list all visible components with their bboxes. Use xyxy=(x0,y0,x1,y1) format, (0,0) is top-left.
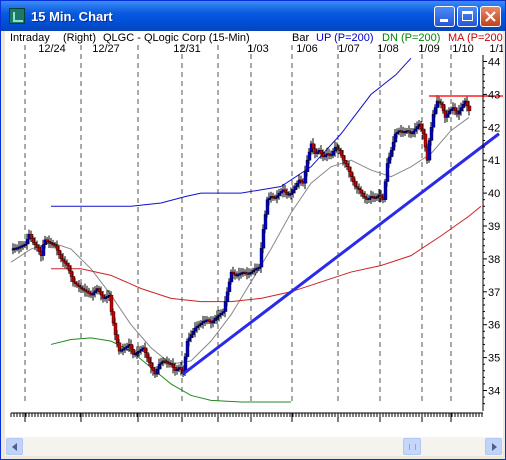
up-bar xyxy=(265,199,270,215)
up-bar xyxy=(385,163,390,182)
y-tick-label: 42 xyxy=(488,122,500,134)
price-chart[interactable]: 44 43 42 41 40 39 38 37 36 35 34 Intraday (Right) … xyxy=(5,31,503,437)
header-dn-label: DN (P=200) xyxy=(382,32,440,44)
header-scale: (Right) xyxy=(63,32,96,44)
y-tick-label: 43 xyxy=(488,89,500,101)
up-bar xyxy=(427,140,432,161)
down-bar xyxy=(115,334,120,343)
date-label: 12/31 xyxy=(173,43,201,55)
title-bar[interactable]: 15 Min. Chart xyxy=(1,1,505,31)
date-label: 1/03 xyxy=(247,43,268,55)
y-tick-label: 38 xyxy=(488,254,500,266)
up-bar xyxy=(261,229,266,249)
header-mode: Intraday xyxy=(10,32,50,44)
header-bar-label: Bar xyxy=(292,32,309,44)
up-bar xyxy=(225,291,230,302)
chart-header: Intraday (Right) QLGC - QLogic Corp (15-… xyxy=(10,32,503,44)
down-bar xyxy=(111,311,116,324)
grip-icon xyxy=(409,444,416,450)
up-bar xyxy=(185,340,190,357)
maximize-icon xyxy=(462,11,473,21)
date-label: 1/06 xyxy=(296,43,317,55)
up-bar xyxy=(227,281,232,292)
scroll-thumb[interactable] xyxy=(403,438,421,455)
scroll-right-button[interactable] xyxy=(485,438,502,455)
date-label: 1/09 xyxy=(418,43,439,55)
header-symbol: QLGC - QLogic Corp (15-Min) xyxy=(103,32,250,44)
ma-200-line xyxy=(51,205,482,303)
y-tick-label: 36 xyxy=(488,320,500,332)
support-trendline xyxy=(182,132,500,376)
y-tick-label: 44 xyxy=(488,57,500,69)
session-gridlines xyxy=(24,45,452,403)
up-bar xyxy=(41,244,46,256)
horizontal-scrollbar[interactable] xyxy=(5,437,503,456)
up-bar xyxy=(383,181,388,200)
left-arrow-icon xyxy=(12,443,17,451)
up-bar xyxy=(307,151,312,161)
right-arrow-icon xyxy=(492,443,497,451)
minimize-icon xyxy=(440,19,448,22)
up-bar xyxy=(303,171,308,184)
down-bar xyxy=(109,294,114,312)
date-label: 1/07 xyxy=(338,43,359,55)
y-tick-label: 40 xyxy=(488,188,500,200)
down-bar xyxy=(113,322,118,335)
y-tick-label: 37 xyxy=(488,287,500,299)
date-label: 1/08 xyxy=(377,43,398,55)
minimize-button[interactable] xyxy=(434,6,455,27)
down-bar xyxy=(423,133,428,148)
date-label: 12/24 xyxy=(38,43,66,55)
date-labels: 12/24 12/27 12/31 1/03 1/06 1/07 1/08 1/09 1/10 1… xyxy=(38,43,503,55)
maximize-button[interactable] xyxy=(457,6,478,27)
up-bar xyxy=(305,159,310,172)
window-title: 15 Min. Chart xyxy=(31,9,113,24)
close-icon xyxy=(485,11,496,22)
down-bar xyxy=(467,105,472,112)
chart-app-icon[interactable] xyxy=(9,8,25,24)
up-bar xyxy=(223,301,228,312)
y-tick-label: 39 xyxy=(488,221,500,233)
y-axis: 44 43 42 41 40 39 38 37 36 35 34 xyxy=(482,55,500,411)
header-up-label: UP (P=200) xyxy=(316,32,374,44)
lower-band-line xyxy=(50,337,291,403)
date-label: 1/1 xyxy=(489,43,503,55)
trendlines[interactable] xyxy=(182,95,503,376)
close-button[interactable] xyxy=(480,6,501,27)
middle-ma-line xyxy=(10,117,470,365)
up-bar xyxy=(431,113,436,128)
y-tick-label: 34 xyxy=(488,386,500,398)
price-bars xyxy=(11,95,472,378)
scroll-left-button[interactable] xyxy=(6,438,23,455)
y-tick-label: 41 xyxy=(488,155,500,167)
y-tick-label: 35 xyxy=(488,353,500,365)
time-ruler xyxy=(10,412,483,422)
up-bar xyxy=(393,133,398,143)
date-label: 12/27 xyxy=(92,43,120,55)
up-bar xyxy=(259,248,264,268)
chart-plot-area[interactable]: 44 43 42 41 40 39 38 37 36 35 34 Intraday (Right) … xyxy=(5,31,503,437)
date-label: 1/10 xyxy=(452,43,473,55)
up-bar xyxy=(263,214,268,230)
header-ma-label: MA (P=200) xyxy=(448,32,503,44)
upper-band-line xyxy=(51,57,412,207)
down-bar xyxy=(117,342,122,352)
indicator-overlays xyxy=(10,57,482,403)
up-bar xyxy=(429,127,434,141)
